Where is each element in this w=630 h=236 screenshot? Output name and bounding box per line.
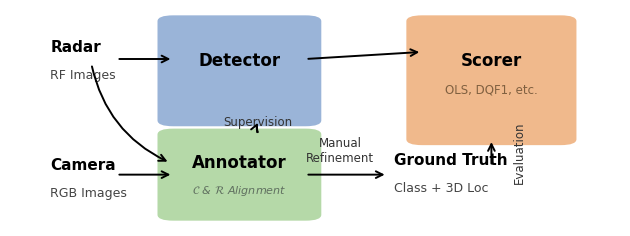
Text: Supervision: Supervision [224, 116, 293, 129]
Text: Camera: Camera [50, 158, 116, 173]
Text: Scorer: Scorer [461, 52, 522, 70]
Text: Annotator: Annotator [192, 154, 287, 172]
Text: RF Images: RF Images [50, 69, 116, 82]
Text: OLS, DQF1, etc.: OLS, DQF1, etc. [445, 83, 538, 96]
Text: RGB Images: RGB Images [50, 187, 127, 200]
Text: Evaluation: Evaluation [513, 122, 526, 184]
Text: $\mathcal{C}$ & $\mathcal{R}$ Alignment: $\mathcal{C}$ & $\mathcal{R}$ Alignment [192, 184, 287, 198]
Text: Manual
Refinement: Manual Refinement [306, 137, 374, 165]
Text: Detector: Detector [198, 52, 280, 70]
FancyBboxPatch shape [158, 129, 321, 221]
Text: Radar: Radar [50, 40, 101, 55]
Text: Class + 3D Loc: Class + 3D Loc [394, 182, 488, 195]
Text: Ground Truth: Ground Truth [394, 153, 507, 168]
FancyBboxPatch shape [158, 15, 321, 126]
FancyBboxPatch shape [406, 15, 576, 145]
